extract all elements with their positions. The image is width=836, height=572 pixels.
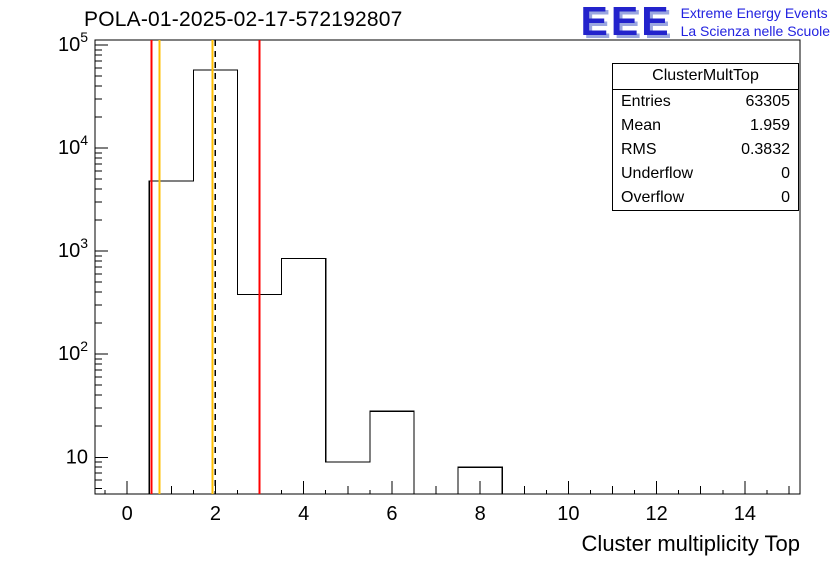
x-tick-label: 12 (645, 503, 667, 525)
stats-label: Mean (621, 117, 662, 134)
x-tick-label: 6 (386, 503, 397, 525)
stats-value: 0 (781, 165, 790, 182)
eee-logo-text: EEE (580, 0, 672, 44)
eee-logo-captions: Extreme Energy Events La Scienza nelle S… (681, 1, 830, 40)
logo-line-2: La Scienza nelle Scuole (680, 23, 830, 39)
logo-line-1: Extreme Energy Events (680, 5, 828, 21)
stats-label: Overflow (621, 189, 685, 206)
y-tick-label: 103 (58, 235, 88, 262)
stats-value: 0.3832 (741, 141, 790, 158)
y-tick-label: 102 (58, 338, 88, 365)
y-tick-label: 10 (66, 446, 88, 468)
stats-box: ClusterMultTop Entries 63305 Mean 1.959 … (612, 63, 799, 211)
stats-label: RMS (621, 141, 657, 158)
stats-value: 63305 (745, 93, 791, 110)
x-tick-label: 10 (557, 503, 579, 525)
stats-value: 0 (781, 189, 790, 206)
stats-value: 1.959 (749, 117, 790, 134)
x-tick-label: 0 (122, 503, 133, 525)
x-tick-label: 8 (475, 503, 486, 525)
x-axis-title: Cluster multiplicity Top (581, 531, 800, 556)
histogram-line (148, 69, 503, 495)
plot-title: POLA-01-2025-02-17-572192807 (84, 8, 403, 31)
stats-row-entries: Entries 63305 (613, 90, 798, 114)
eee-logo: EEE Extreme Energy Events La Scienza nel… (581, 1, 830, 42)
y-tick-label: 105 (58, 29, 88, 56)
x-tick-label: 4 (298, 503, 309, 525)
stats-row-mean: Mean 1.959 (613, 114, 798, 138)
stats-row-overflow: Overflow 0 (613, 186, 798, 210)
x-tick-label: 14 (734, 503, 756, 525)
stats-label: Entries (621, 93, 671, 110)
x-tick-label: 2 (210, 503, 221, 525)
stats-row-rms: RMS 0.3832 (613, 138, 798, 162)
stats-title: ClusterMultTop (613, 64, 798, 90)
stats-label: Underflow (621, 165, 694, 182)
stats-row-underflow: Underflow 0 (613, 162, 798, 186)
y-tick-label: 104 (58, 132, 88, 159)
